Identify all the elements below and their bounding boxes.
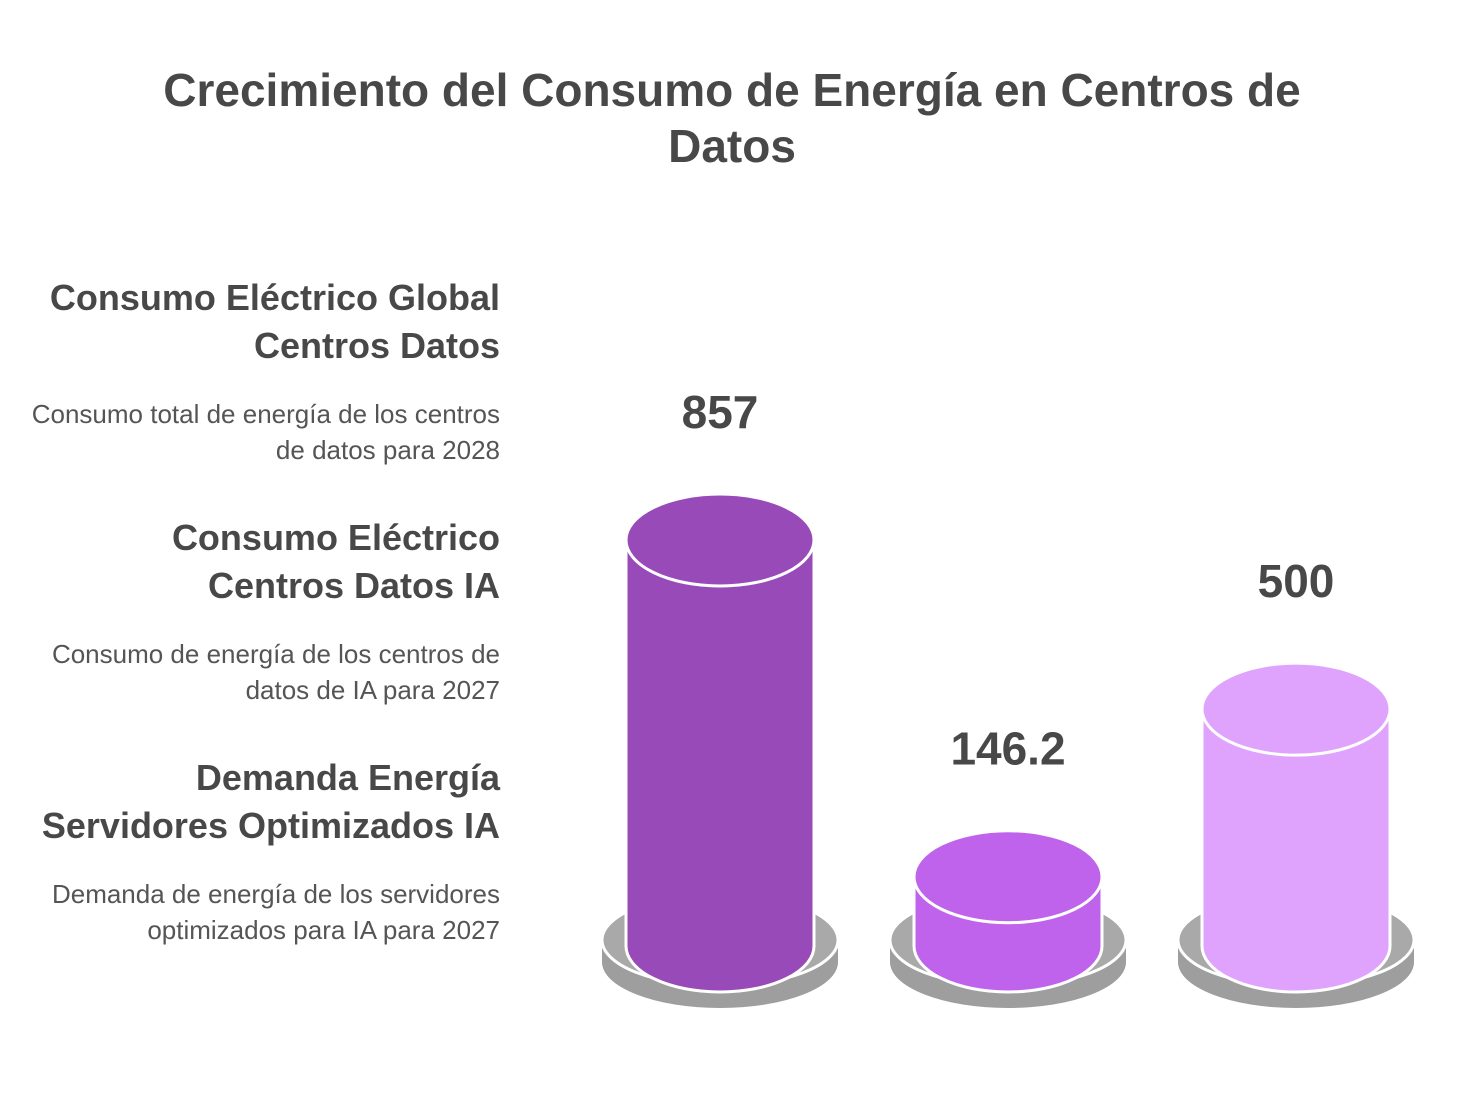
chart-title: Crecimiento del Consumo de Energía en Ce… xyxy=(163,64,1301,172)
legend-entry-global: Consumo Eléctrico Global Centros Datos C… xyxy=(30,274,500,468)
legend-entry-servers: Demanda Energía Servidores Optimizados I… xyxy=(30,754,500,948)
bar-top xyxy=(624,492,816,588)
bar-body xyxy=(1200,707,1392,994)
legend-description: Consumo de energía de los centros de dat… xyxy=(51,639,500,705)
legend-name: Consumo Eléctrico Global Centros Datos xyxy=(49,277,500,366)
legend-entry-ai: Consumo Eléctrico Centros Datos IA Consu… xyxy=(30,514,500,708)
legend-description: Consumo total de energía de los centros … xyxy=(31,399,500,465)
legend-description: Demanda de energía de los servidores opt… xyxy=(51,879,500,945)
value-label: 857 xyxy=(682,386,759,438)
legend-name: Consumo Eléctrico Centros Datos IA xyxy=(171,517,500,606)
value-label: 146.2 xyxy=(950,723,1065,775)
bar-top xyxy=(1200,661,1392,757)
bar-top xyxy=(912,829,1104,925)
bar-body xyxy=(624,538,816,994)
legend-name: Demanda Energía Servidores Optimizados I… xyxy=(41,757,500,846)
value-label: 500 xyxy=(1258,555,1335,607)
